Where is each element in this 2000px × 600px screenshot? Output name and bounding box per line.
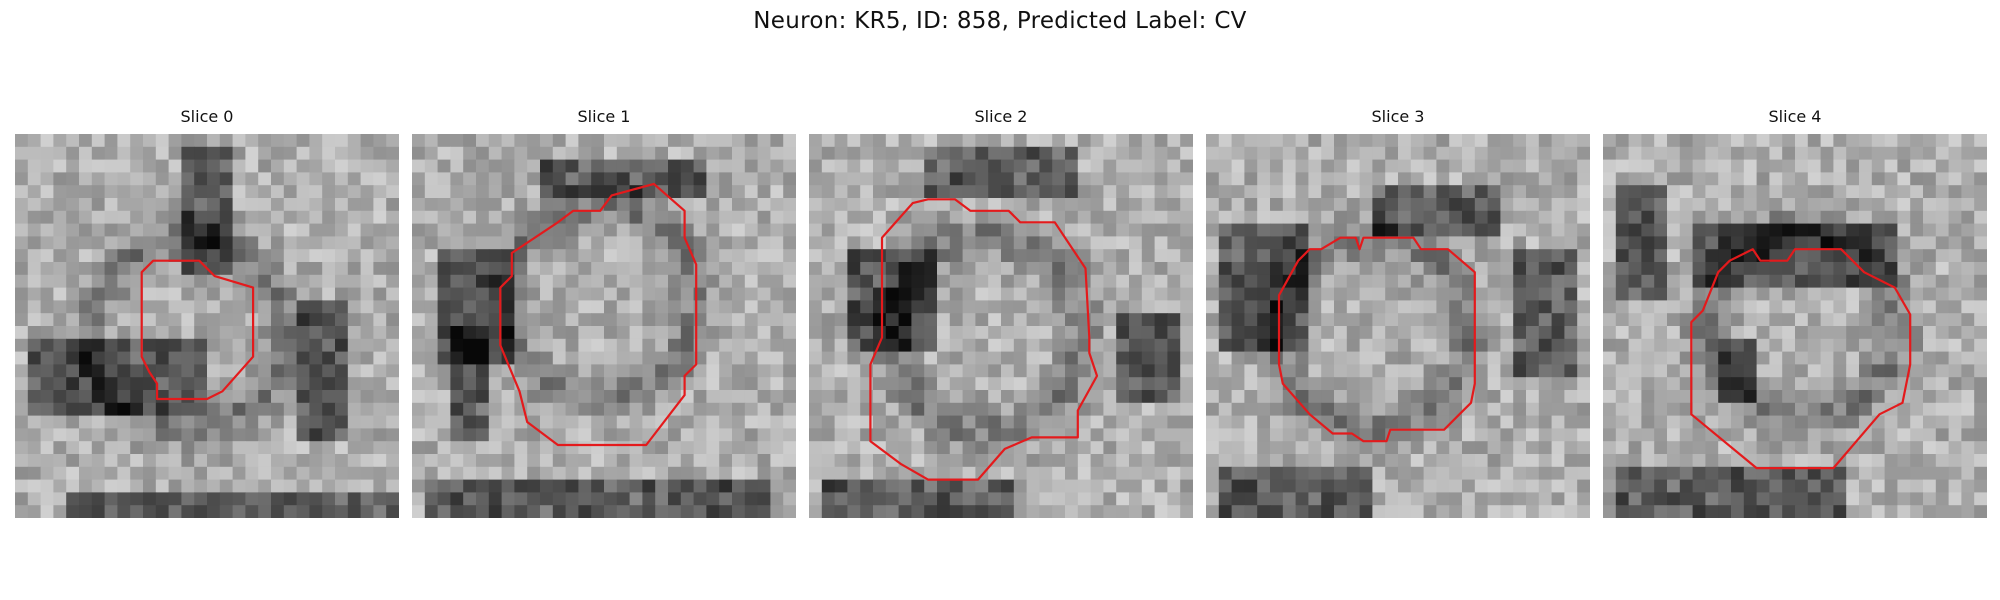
- slice-image: [1603, 134, 1987, 518]
- pixel-grid: [809, 134, 1193, 518]
- slice-title: Slice 1: [577, 107, 631, 126]
- slice-image: [1206, 134, 1590, 518]
- segmentation-contour: [499, 182, 698, 447]
- segmentation-contour: [1277, 236, 1476, 443]
- pixel-grid: [1603, 134, 1987, 518]
- figure-title: Neuron: KR5, ID: 858, Predicted Label: C…: [753, 8, 1247, 34]
- pixel-grid: [412, 134, 796, 518]
- segmentation-contour: [140, 259, 255, 401]
- segmentation-contour: [869, 198, 1099, 481]
- slice-title: Slice 4: [1768, 107, 1822, 126]
- slice-image: [412, 134, 796, 518]
- pixel-grid: [15, 134, 399, 518]
- slice-image: [809, 134, 1193, 518]
- pixel-grid: [1206, 134, 1590, 518]
- slice-title: Slice 2: [974, 107, 1028, 126]
- slice-title: Slice 0: [180, 107, 234, 126]
- slice-title: Slice 3: [1371, 107, 1425, 126]
- slice-image: [15, 134, 399, 518]
- segmentation-contour: [1690, 248, 1912, 470]
